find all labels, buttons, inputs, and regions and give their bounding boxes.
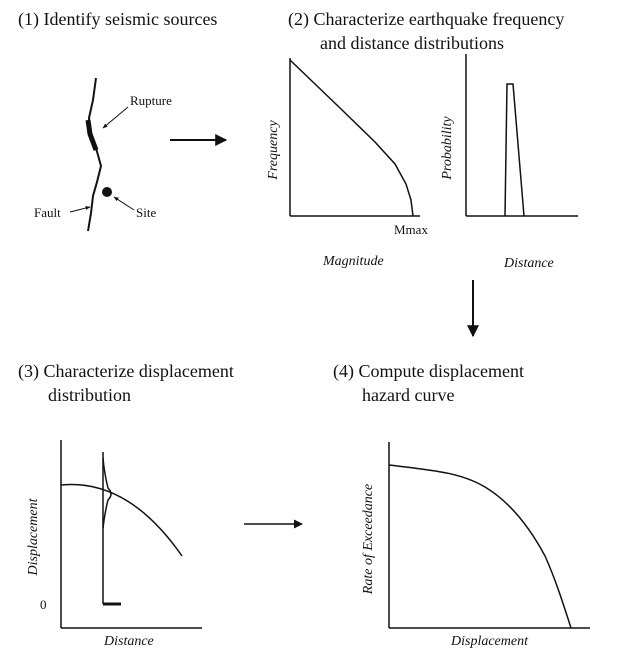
frequency-y-label: Frequency <box>266 120 281 180</box>
displacement-y-label: Displacement <box>26 498 41 576</box>
site-marker <box>102 187 112 197</box>
step2-heading-line2: and distance distributions <box>320 33 504 53</box>
displacement-x-label: Distance <box>104 634 154 649</box>
hazard-plot <box>388 442 590 629</box>
step4-heading-line1: (4) Compute displacement <box>333 361 524 381</box>
frequency-curve <box>289 59 414 217</box>
displacement-zero-tick: 0 <box>40 597 47 612</box>
frequency-plot <box>289 58 420 217</box>
fault-pointer <box>69 206 91 213</box>
site-pointer <box>113 196 135 211</box>
fault-label: Fault <box>34 205 61 220</box>
fault-sketch <box>69 77 135 232</box>
frequency-x-label: Magnitude <box>323 254 384 269</box>
displacement-plot <box>60 440 202 629</box>
rupture-pointer <box>102 106 129 129</box>
step2-heading-line1: (2) Characterize earthquake frequency <box>288 9 565 29</box>
step1-heading: (1) Identify seismic sources <box>18 9 218 29</box>
step3-heading-line1: (3) Characterize displacement <box>18 361 234 381</box>
rupture-label: Rupture <box>130 93 172 108</box>
probability-distribution <box>504 83 525 217</box>
probability-plot <box>465 54 578 217</box>
displacement-distribution <box>102 457 112 529</box>
probability-y-label: Probability <box>440 116 455 180</box>
median-displacement-curve <box>60 483 183 557</box>
site-label: Site <box>136 205 157 220</box>
frequency-mmax-tick: Mmax <box>394 222 428 237</box>
rupture-segment <box>85 119 99 151</box>
hazard-y-label: Rate of Exceedance <box>361 483 376 595</box>
fault-trace <box>87 77 103 232</box>
hazard-curve <box>388 464 572 629</box>
step3-heading-line2: distribution <box>48 385 132 405</box>
step4-heading-line2: hazard curve <box>362 385 455 405</box>
hazard-x-label: Displacement <box>451 634 528 649</box>
probability-x-label: Distance <box>504 256 554 271</box>
